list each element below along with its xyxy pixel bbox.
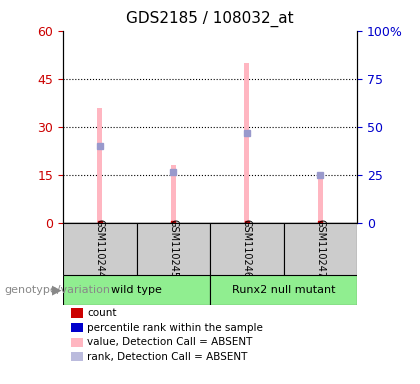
Bar <box>284 223 357 275</box>
Text: genotype/variation: genotype/variation <box>4 285 110 295</box>
Bar <box>63 223 136 275</box>
Text: wild type: wild type <box>111 285 162 295</box>
Bar <box>318 172 323 223</box>
Text: GSM110246: GSM110246 <box>242 219 252 278</box>
Bar <box>210 223 284 275</box>
Text: GSM110247: GSM110247 <box>315 219 325 278</box>
Bar <box>171 165 176 223</box>
Text: rank, Detection Call = ABSENT: rank, Detection Call = ABSENT <box>87 352 248 362</box>
Text: Runx2 null mutant: Runx2 null mutant <box>232 285 335 295</box>
Bar <box>210 275 357 305</box>
Text: GSM110244: GSM110244 <box>95 219 105 278</box>
Text: percentile rank within the sample: percentile rank within the sample <box>87 323 263 333</box>
Text: count: count <box>87 308 117 318</box>
Text: value, Detection Call = ABSENT: value, Detection Call = ABSENT <box>87 337 253 347</box>
Text: ▶: ▶ <box>52 283 61 296</box>
Title: GDS2185 / 108032_at: GDS2185 / 108032_at <box>126 10 294 26</box>
Bar <box>244 63 249 223</box>
Text: GSM110245: GSM110245 <box>168 219 178 278</box>
Bar <box>63 275 210 305</box>
Bar <box>97 108 102 223</box>
Bar <box>136 223 210 275</box>
